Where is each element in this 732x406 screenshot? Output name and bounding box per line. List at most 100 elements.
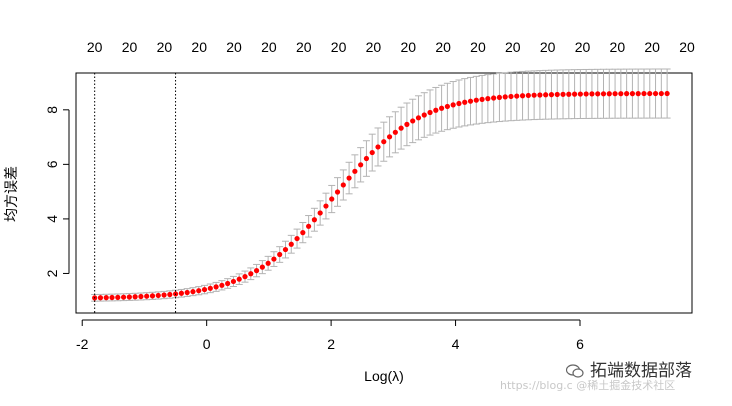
data-point (439, 105, 445, 111)
data-point (566, 91, 572, 97)
data-point (144, 293, 150, 299)
top-axis-label: 20 (157, 39, 173, 55)
data-point (109, 294, 115, 301)
data-point (664, 90, 670, 97)
data-point (225, 280, 231, 287)
data-point (317, 210, 323, 216)
data-point (161, 292, 167, 298)
data-point (525, 92, 531, 99)
data-point (560, 91, 566, 97)
data-point (219, 282, 225, 288)
data-point (595, 91, 601, 97)
data-point (421, 112, 427, 118)
data-point (456, 100, 462, 107)
csdn-watermark-text: @稀土掘金技术社区 (576, 379, 676, 392)
x-tick-label: 6 (576, 336, 584, 352)
top-axis-label: 20 (470, 39, 486, 55)
data-point (519, 93, 526, 99)
data-point (213, 284, 219, 290)
data-point (167, 291, 173, 298)
data-point (259, 264, 265, 270)
data-point (265, 260, 271, 266)
data-point (132, 294, 138, 300)
data-point (508, 93, 514, 100)
data-point (467, 98, 474, 104)
x-tick-label: -2 (76, 336, 89, 352)
data-point (288, 241, 294, 247)
data-point (624, 91, 630, 97)
data-point (340, 182, 346, 188)
y-tick-label: 2 (44, 269, 60, 277)
data-point (323, 203, 329, 209)
data-point (311, 217, 317, 223)
top-axis-label: 20 (366, 39, 382, 55)
data-point (462, 99, 468, 105)
data-point (334, 189, 341, 195)
data-point (236, 276, 242, 282)
data-point (635, 91, 641, 97)
data-point (248, 271, 254, 277)
top-axis-label: 20 (679, 39, 695, 55)
data-point (427, 109, 433, 116)
data-point (606, 91, 612, 97)
data-point (358, 162, 364, 168)
data-point (479, 96, 485, 102)
data-point (514, 93, 520, 99)
data-point (473, 97, 479, 103)
data-point (155, 292, 161, 299)
data-point (375, 144, 381, 150)
data-point (352, 168, 358, 174)
top-axis-label: 20 (505, 39, 521, 55)
data-point (652, 90, 659, 97)
y-tick-label: 8 (44, 106, 60, 114)
data-point (306, 223, 312, 229)
data-point (647, 90, 653, 97)
x-tick-label: 0 (203, 336, 211, 352)
data-point (178, 290, 185, 296)
data-point (548, 92, 555, 98)
top-axis-label: 20 (610, 39, 626, 55)
top-axis-label: 20 (435, 39, 451, 55)
data-point (491, 95, 497, 101)
data-point (277, 251, 283, 258)
data-point (329, 196, 335, 202)
wechat-watermark: 拓端数据部落 (566, 356, 692, 381)
data-point (618, 91, 624, 97)
top-axis-label: 20 (331, 39, 347, 55)
data-point (629, 91, 636, 97)
data-point (115, 294, 121, 300)
data-point (392, 129, 398, 135)
data-point (415, 115, 422, 121)
top-axis-label: 20 (575, 39, 591, 55)
data-point (207, 285, 213, 291)
data-point (97, 295, 104, 301)
data-point (282, 246, 289, 253)
x-tick-label: 4 (452, 336, 460, 352)
top-axis-label: 20 (122, 39, 138, 55)
top-axis-label: 20 (261, 39, 277, 55)
y-axis-label: 均方误差 (4, 166, 20, 222)
data-point (381, 139, 387, 145)
data-point (577, 91, 583, 97)
data-point (404, 121, 410, 127)
data-point (543, 92, 549, 98)
top-axis-label: 20 (644, 39, 660, 55)
data-point (149, 293, 156, 299)
wechat-icon (566, 364, 584, 378)
data-point (386, 134, 393, 140)
data-point (120, 294, 127, 300)
data-point (444, 103, 450, 110)
top-axis-label: 20 (191, 39, 207, 55)
data-point (502, 94, 508, 100)
data-point (346, 175, 352, 181)
data-point (450, 102, 456, 108)
data-point (294, 235, 300, 242)
x-tick-label: 2 (327, 336, 335, 352)
data-point (410, 118, 416, 124)
y-tick-label: 6 (44, 160, 60, 168)
data-point (554, 91, 560, 98)
data-point (583, 91, 589, 97)
data-point (196, 288, 202, 294)
data-point (271, 256, 277, 262)
